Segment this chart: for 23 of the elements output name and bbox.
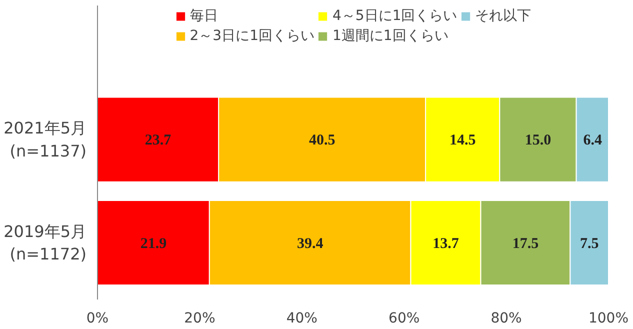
legend-label: それ以下 (475, 7, 532, 25)
x-tick-label: 80% (490, 310, 522, 326)
data-label: 14.5 (449, 132, 476, 149)
data-label: 6.4 (583, 132, 603, 149)
data-label: 17.5 (512, 236, 539, 252)
data-label: 7.5 (580, 236, 599, 252)
data-label: 15.0 (524, 132, 552, 149)
y-tick-label: 2021年5月 (n=1137) (4, 118, 87, 161)
data-label: 39.4 (296, 236, 324, 252)
legend-label: 2～3日に1回くらい (190, 27, 314, 45)
legend-label: 4～5日に1回くらい (332, 7, 458, 25)
data-label: 21.9 (140, 236, 167, 252)
x-tick-label: 40% (286, 310, 318, 326)
legend-label: 毎日 (190, 7, 218, 25)
data-label: 13.7 (432, 236, 460, 252)
x-tick-label: 100% (588, 310, 629, 326)
data-label: 40.5 (308, 132, 336, 149)
x-tick-label: 0% (86, 310, 109, 326)
y-tick-label: 2019年5月 (n=1172) (4, 222, 87, 264)
x-tick-label: 20% (184, 310, 216, 326)
data-label: 23.7 (144, 132, 172, 149)
x-tick-label: 60% (388, 310, 420, 326)
legend-label: 1週間に1回くらい (332, 27, 448, 45)
